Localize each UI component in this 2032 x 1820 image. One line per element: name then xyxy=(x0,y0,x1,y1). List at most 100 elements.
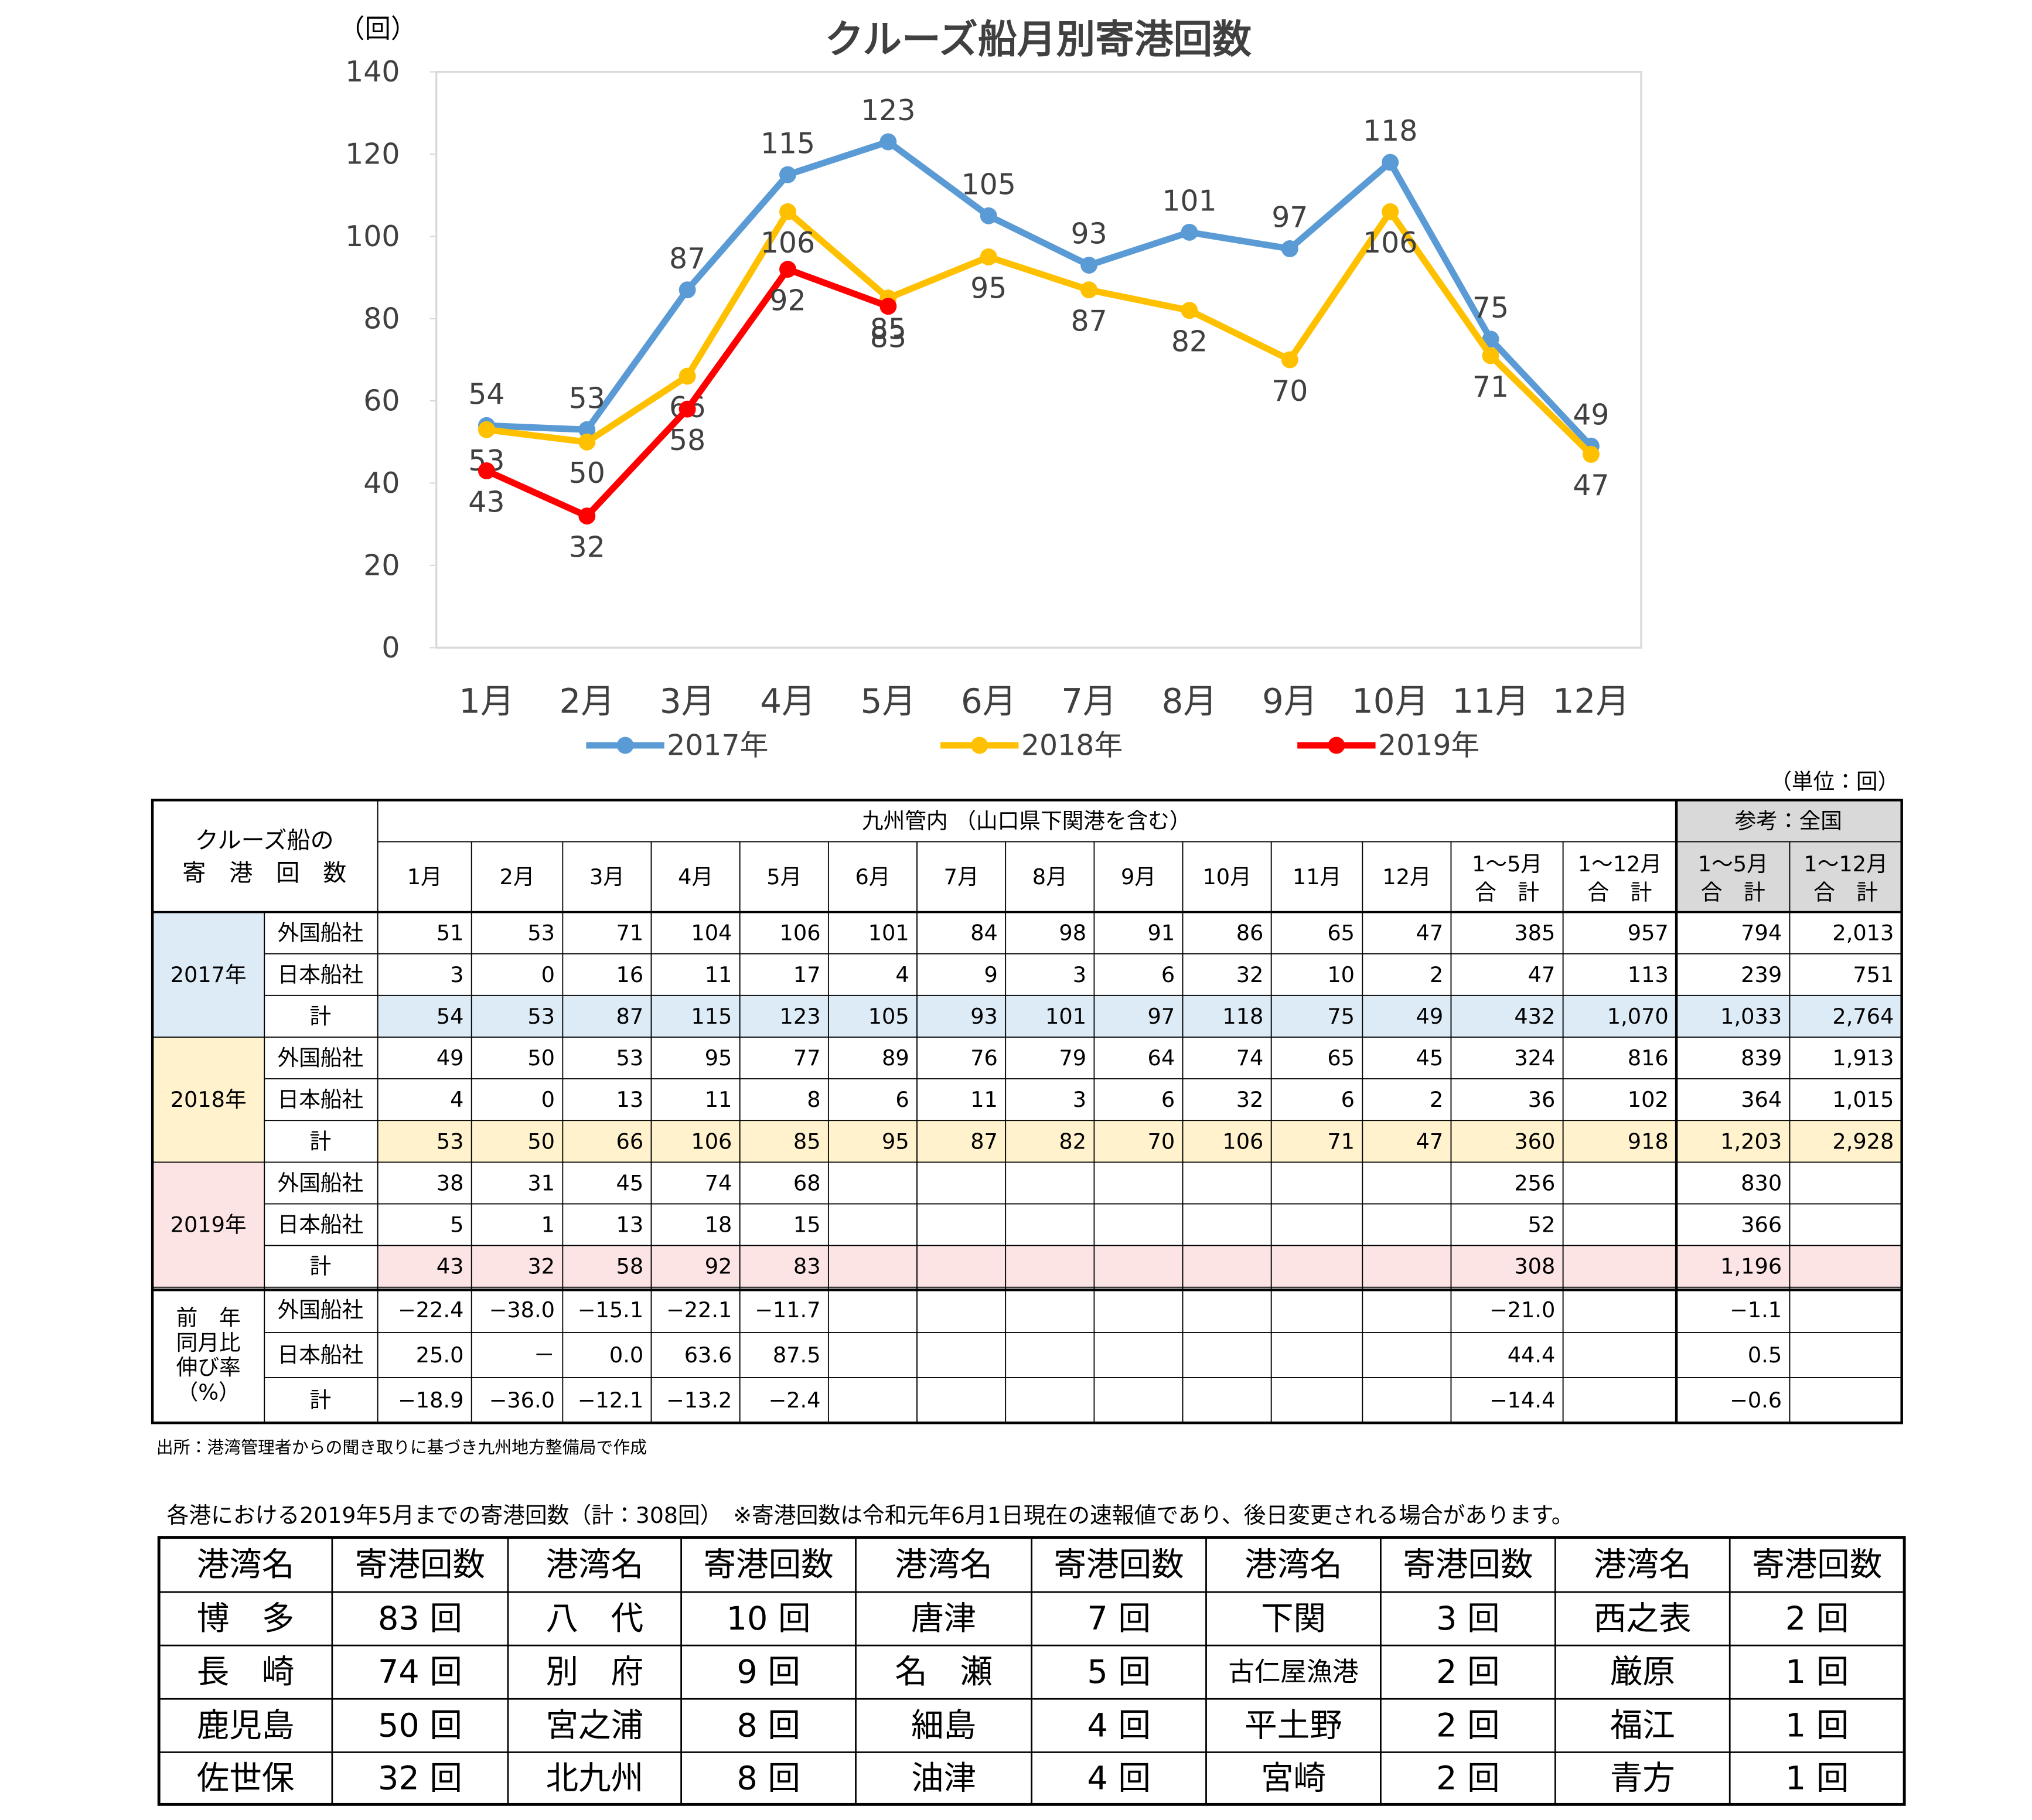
legend-marker xyxy=(971,737,988,754)
table-cell xyxy=(1005,1203,1095,1246)
table-value: 0.0 xyxy=(609,1342,643,1368)
table-cell xyxy=(562,1377,652,1424)
table-cell xyxy=(377,953,472,996)
table-value: 2 xyxy=(1430,962,1443,987)
table-cell xyxy=(1270,1332,1363,1378)
port-cell xyxy=(1554,1591,1731,1647)
table-value: 89 xyxy=(882,1045,909,1071)
table-value: 47 xyxy=(1528,962,1556,987)
table-value: 87 xyxy=(616,1004,644,1029)
port-cell xyxy=(1728,1644,1905,1700)
port-cell xyxy=(158,1591,333,1647)
table-value: 751 xyxy=(1853,962,1894,987)
table-value: 53 xyxy=(437,1129,464,1154)
table-cell xyxy=(1789,1245,1903,1288)
port-text: 港湾名 xyxy=(545,1546,643,1584)
table-cell xyxy=(264,1245,379,1288)
data-label: 70 xyxy=(1271,374,1308,408)
table-cell xyxy=(264,1203,379,1246)
table-cell xyxy=(1270,953,1363,996)
table-value: 1,070 xyxy=(1607,1004,1669,1029)
table-value: 87 xyxy=(970,1129,998,1154)
table-cell xyxy=(1362,994,1452,1038)
table-cell xyxy=(916,1078,1007,1122)
table-value: 82 xyxy=(1059,1129,1086,1154)
table-cell xyxy=(827,1332,918,1378)
data-label: 95 xyxy=(970,271,1007,305)
table-cell xyxy=(1362,1078,1452,1122)
column-header: 9月 xyxy=(1121,864,1156,889)
table-cell xyxy=(1182,1120,1272,1163)
table-value: 115 xyxy=(691,1004,732,1029)
data-label: 118 xyxy=(1363,114,1417,148)
table-value: 2,764 xyxy=(1832,1004,1894,1029)
port-text: 2 回 xyxy=(1436,1653,1500,1691)
port-cell xyxy=(507,1536,683,1593)
data-label: 53 xyxy=(569,381,605,415)
table-cell xyxy=(739,1120,829,1163)
table-cell xyxy=(471,911,564,955)
table-cell xyxy=(827,994,918,1038)
table-cell xyxy=(916,1286,1007,1333)
table-value: −22.4 xyxy=(398,1297,463,1323)
legend-label: 2018年 xyxy=(1021,729,1123,762)
table-value: 36 xyxy=(1528,1087,1556,1112)
ports-border xyxy=(157,1536,1906,1806)
column-header: 10月 xyxy=(1202,864,1251,889)
port-text: 32 回 xyxy=(378,1759,462,1797)
table-cell xyxy=(471,1245,564,1288)
port-text: 1 回 xyxy=(1785,1653,1849,1691)
port-text: 寄港回数 xyxy=(703,1546,833,1584)
table-cell xyxy=(377,1286,472,1333)
table-cell xyxy=(916,841,1007,913)
data-label: 71 xyxy=(1472,370,1509,404)
table-cell xyxy=(1362,841,1452,913)
table-cell xyxy=(1450,1120,1564,1163)
data-point xyxy=(679,367,696,385)
table-value: 64 xyxy=(1148,1045,1175,1071)
data-point xyxy=(578,507,596,525)
table-cell xyxy=(562,1078,652,1122)
table-value: 50 xyxy=(527,1129,555,1154)
table-cell xyxy=(1005,1078,1095,1122)
table-cell xyxy=(1093,1120,1184,1163)
table-value: 102 xyxy=(1628,1087,1669,1112)
table-value: 957 xyxy=(1628,921,1669,946)
table-cell xyxy=(650,1161,741,1205)
table-value: 816 xyxy=(1628,1045,1669,1071)
table-value: 87.5 xyxy=(773,1342,821,1368)
table-value: 32 xyxy=(527,1254,555,1279)
port-text: 別 府 xyxy=(545,1653,643,1691)
table-cell xyxy=(1005,1120,1095,1163)
port-text: 下関 xyxy=(1261,1600,1326,1638)
data-point xyxy=(980,248,997,265)
table-cell xyxy=(1093,1377,1184,1424)
table-cell xyxy=(1562,1203,1677,1246)
table-value: 47 xyxy=(1416,1129,1443,1154)
table-value: 1,196 xyxy=(1720,1254,1782,1279)
column-header: 1～12月 xyxy=(1803,851,1887,877)
table-cell xyxy=(1676,911,1791,955)
table-value: 11 xyxy=(705,962,732,987)
row-label: 日本船社 xyxy=(278,1342,364,1368)
row-label: 日本船社 xyxy=(278,1212,364,1238)
table-value: 123 xyxy=(780,1004,821,1029)
table-value: 70 xyxy=(1148,1129,1175,1154)
table-value: 308 xyxy=(1514,1254,1555,1279)
table-value: 2,013 xyxy=(1832,921,1894,946)
port-cell xyxy=(1031,1644,1207,1700)
table-value: 118 xyxy=(1222,1004,1263,1029)
table-value: 86 xyxy=(1236,921,1264,946)
port-text: 厳原 xyxy=(1610,1653,1675,1691)
y-axis-label: （回） xyxy=(339,14,417,44)
table-value: 432 xyxy=(1514,1004,1555,1029)
port-cell xyxy=(507,1698,683,1753)
table-cell xyxy=(264,1377,379,1424)
port-cell xyxy=(507,1591,683,1647)
table-cell xyxy=(1562,994,1677,1038)
column-header: 8月 xyxy=(1032,864,1068,889)
port-text: 博 多 xyxy=(197,1600,295,1638)
table-value: 11 xyxy=(970,1087,998,1112)
port-text: 4 回 xyxy=(1087,1759,1151,1797)
